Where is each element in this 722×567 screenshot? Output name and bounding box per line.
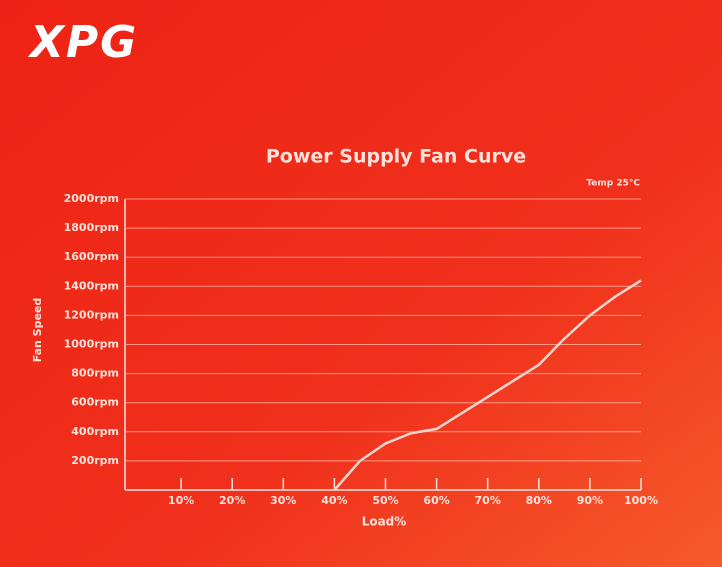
x-tick-label: 60%	[423, 494, 449, 507]
y-tick-label: 1400rpm	[64, 279, 119, 292]
y-axis-label: Fan Speed	[31, 298, 44, 363]
x-tick-label: 20%	[219, 494, 245, 507]
x-tick-label: 30%	[270, 494, 296, 507]
x-tick-label: 80%	[526, 494, 552, 507]
x-tick-label: 100%	[624, 494, 658, 507]
y-tick-label: 1600rpm	[64, 250, 119, 263]
x-axis-label: Load%	[362, 515, 407, 529]
y-tick-label: 2000rpm	[64, 192, 119, 205]
y-tick-label: 200rpm	[71, 454, 119, 467]
y-tick-label: 400rpm	[71, 425, 119, 438]
x-tick-label: 10%	[168, 494, 194, 507]
y-tick-label: 1000rpm	[64, 338, 119, 351]
logo: XPG	[27, 17, 138, 68]
chart-title: Power Supply Fan Curve	[266, 146, 526, 168]
x-tick-label: 50%	[372, 494, 398, 507]
x-tick-label: 70%	[475, 494, 501, 507]
x-tick-label: 40%	[321, 494, 347, 507]
x-tick-label: 90%	[577, 494, 603, 507]
y-tick-label: 600rpm	[71, 396, 119, 409]
line	[333, 279, 642, 491]
y-tick-label: 1200rpm	[64, 308, 119, 321]
annotation: Temp 25°C	[586, 179, 640, 189]
y-tick-label: 800rpm	[71, 367, 119, 380]
y-tick-label: 1800rpm	[64, 221, 119, 234]
